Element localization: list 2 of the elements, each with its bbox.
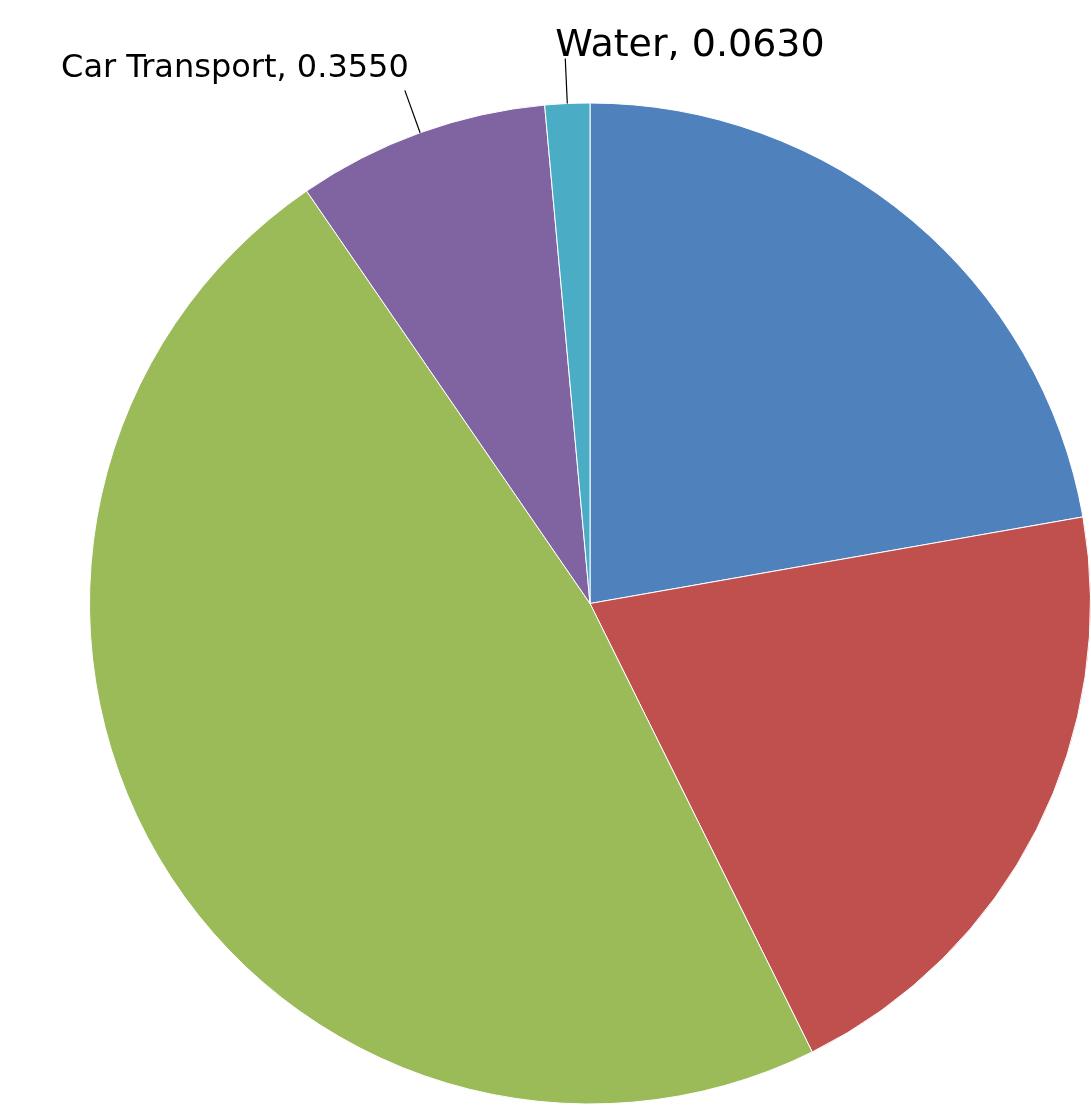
- slice-label: Car Transport, 0.3550: [61, 46, 409, 85]
- slice-label: Water, 0.0630: [555, 21, 825, 66]
